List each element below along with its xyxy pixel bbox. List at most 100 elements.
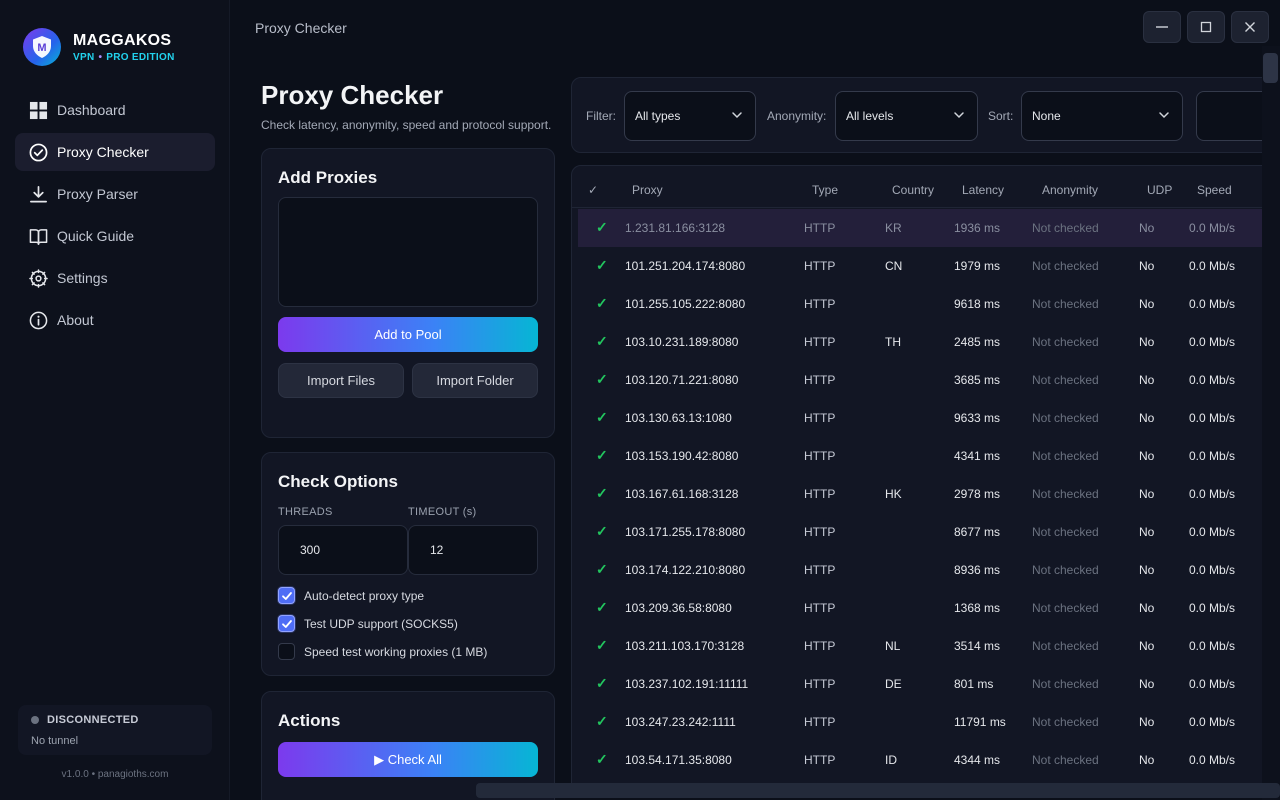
status-tunnel: No tunnel: [31, 735, 79, 747]
header-latency[interactable]: Latency: [962, 183, 1005, 197]
chevron-down-icon: [1159, 112, 1169, 119]
header-check[interactable]: ✓: [588, 183, 599, 197]
cell-type: HTTP: [804, 449, 836, 463]
cell-proxy: 103.237.102.191:11111: [625, 677, 749, 691]
cell-country: DE: [885, 677, 902, 691]
cell-anonymity: Not checked: [1032, 221, 1099, 235]
connection-status: DISCONNECTED No tunnel: [18, 705, 212, 755]
cell-speed: 0.0 Mb/s: [1189, 259, 1236, 273]
cell-udp: No: [1139, 373, 1155, 387]
chevron-down-icon: [954, 112, 964, 119]
gear-icon: [28, 268, 48, 288]
sidebar-item-dashboard[interactable]: Dashboard: [15, 91, 215, 129]
cell-ok-icon: ✓: [596, 561, 608, 577]
cell-proxy: 103.10.231.189:8080: [625, 335, 739, 349]
table-row[interactable]: ✓ 103.237.102.191:11111 HTTP DE 801 ms Not ch…: [578, 665, 1268, 703]
table-row[interactable]: ✓ 103.167.61.168:3128 HTTP HK 2978 ms Not che…: [578, 475, 1268, 513]
header-proxy[interactable]: Proxy: [632, 183, 663, 197]
speed-test-checkbox[interactable]: Speed test working proxies (1 MB): [278, 643, 487, 660]
cell-type: HTTP: [804, 715, 836, 729]
filter-bar: Filter: All types Anonymity: All levels …: [571, 77, 1280, 153]
import-folder-button[interactable]: Import Folder: [412, 363, 538, 398]
check-all-button[interactable]: ▶ Check All: [278, 742, 538, 777]
add-to-pool-button[interactable]: Add to Pool: [278, 317, 538, 352]
cell-speed: 0.0 Mb/s: [1189, 411, 1236, 425]
test-udp-checkbox[interactable]: Test UDP support (SOCKS5): [278, 615, 458, 632]
proxy-list-textarea[interactable]: [278, 197, 538, 307]
table-row[interactable]: ✓ 1.231.81.166:3128 HTTP KR 1936 ms Not check…: [578, 209, 1268, 247]
cell-ok-icon: ✓: [596, 295, 608, 311]
filter-label: Filter:: [586, 109, 616, 123]
table-row[interactable]: ✓ 103.54.171.35:8080 HTTP ID 4344 ms Not chec…: [578, 741, 1268, 779]
cell-anonymity: Not checked: [1032, 639, 1099, 653]
sort-select[interactable]: None: [1021, 91, 1183, 141]
cell-latency: 2978 ms: [954, 487, 1001, 501]
table-row[interactable]: ✓ 103.247.23.242:1111 HTTP 11791 ms Not chec…: [578, 703, 1268, 741]
cell-latency: 8936 ms: [954, 563, 1001, 577]
sidebar-item-about[interactable]: About: [15, 301, 215, 339]
header-type[interactable]: Type: [812, 183, 839, 197]
maximize-button[interactable]: [1187, 11, 1225, 43]
cell-proxy: 103.211.103.170:3128: [625, 639, 745, 653]
cell-ok-icon: ✓: [596, 599, 608, 615]
cell-speed: 0.0 Mb/s: [1189, 221, 1236, 235]
cell-proxy: 103.54.171.35:8080: [625, 753, 732, 767]
sidebar-item-settings[interactable]: Settings: [15, 259, 215, 297]
auto-detect-checkbox[interactable]: Auto-detect proxy type: [278, 587, 424, 604]
cell-anonymity: Not checked: [1032, 373, 1099, 387]
header-speed[interactable]: Speed: [1197, 183, 1232, 197]
table-row[interactable]: ✓ 103.174.122.210:8080 HTTP 8936 ms Not chec…: [578, 551, 1268, 589]
minimize-icon: [1156, 26, 1168, 28]
cell-type: HTTP: [804, 297, 836, 311]
cell-ok-icon: ✓: [596, 751, 608, 767]
cell-proxy: 103.130.63.13:1080: [625, 411, 732, 425]
threads-input[interactable]: 300: [278, 525, 408, 575]
vertical-scrollbar[interactable]: [1262, 46, 1280, 800]
cell-udp: No: [1139, 601, 1155, 615]
download-icon: [28, 184, 48, 204]
cell-udp: No: [1139, 487, 1155, 501]
cell-anonymity: Not checked: [1032, 677, 1099, 691]
cell-speed: 0.0 Mb/s: [1189, 753, 1236, 767]
cell-speed: 0.0 Mb/s: [1189, 601, 1236, 615]
cell-type: HTTP: [804, 259, 836, 273]
sidebar-item-label: About: [57, 312, 94, 328]
timeout-input[interactable]: 12: [408, 525, 538, 575]
import-files-button[interactable]: Import Files: [278, 363, 404, 398]
cell-speed: 0.0 Mb/s: [1189, 373, 1236, 387]
table-row[interactable]: ✓ 103.171.255.178:8080 HTTP 8677 ms Not chec…: [578, 513, 1268, 551]
sidebar-item-proxy-checker[interactable]: Proxy Checker: [15, 133, 215, 171]
cell-latency: 9618 ms: [954, 297, 1001, 311]
cell-udp: No: [1139, 563, 1155, 577]
minimize-button[interactable]: [1143, 11, 1181, 43]
auto-detect-label: Auto-detect proxy type: [304, 588, 425, 603]
anonymity-select[interactable]: All levels: [835, 91, 978, 141]
table-row[interactable]: ✓ 101.251.204.174:8080 HTTP CN 1979 ms Not ch…: [578, 247, 1268, 285]
vertical-scrollbar-thumb[interactable]: [1263, 53, 1278, 83]
cell-udp: No: [1139, 449, 1155, 463]
cell-country: CN: [885, 259, 903, 273]
horizontal-scrollbar-thumb[interactable]: [476, 783, 1280, 798]
sidebar-item-proxy-parser[interactable]: Proxy Parser: [15, 175, 215, 213]
header-anonymity[interactable]: Anonymity: [1042, 183, 1099, 197]
table-row[interactable]: ✓ 103.153.190.42:8080 HTTP 4341 ms Not check…: [578, 437, 1268, 475]
table-row[interactable]: ✓ 103.10.231.189:8080 HTTP TH 2485 ms Not che…: [578, 323, 1268, 361]
table-row[interactable]: ✓ 103.120.71.221:8080 HTTP 3685 ms Not check…: [578, 361, 1268, 399]
table-row[interactable]: ✓ 103.211.103.170:3128 HTTP NL 3514 ms Not ch…: [578, 627, 1268, 665]
cell-latency: 1936 ms: [954, 221, 1001, 235]
header-country[interactable]: Country: [892, 183, 935, 197]
header-udp[interactable]: UDP: [1147, 183, 1173, 197]
cell-speed: 0.0 Mb/s: [1189, 715, 1236, 729]
close-button[interactable]: [1231, 11, 1269, 43]
cell-proxy: 101.255.105.222:8080: [625, 297, 746, 311]
sidebar-item-quick-guide[interactable]: Quick Guide: [15, 217, 215, 255]
cell-anonymity: Not checked: [1032, 487, 1099, 501]
table-row[interactable]: ✓ 103.209.36.58:8080 HTTP 1368 ms Not checke…: [578, 589, 1268, 627]
cell-country: ID: [885, 753, 897, 767]
table-row[interactable]: ✓ 103.130.63.13:1080 HTTP 9633 ms Not checke…: [578, 399, 1268, 437]
sidebar-item-label: Dashboard: [57, 102, 126, 118]
sort-value: None: [1032, 109, 1061, 123]
table-row[interactable]: ✓ 101.255.105.222:8080 HTTP 9618 ms Not chec…: [578, 285, 1268, 323]
cell-country: TH: [885, 335, 901, 349]
filter-type-select[interactable]: All types: [624, 91, 756, 141]
